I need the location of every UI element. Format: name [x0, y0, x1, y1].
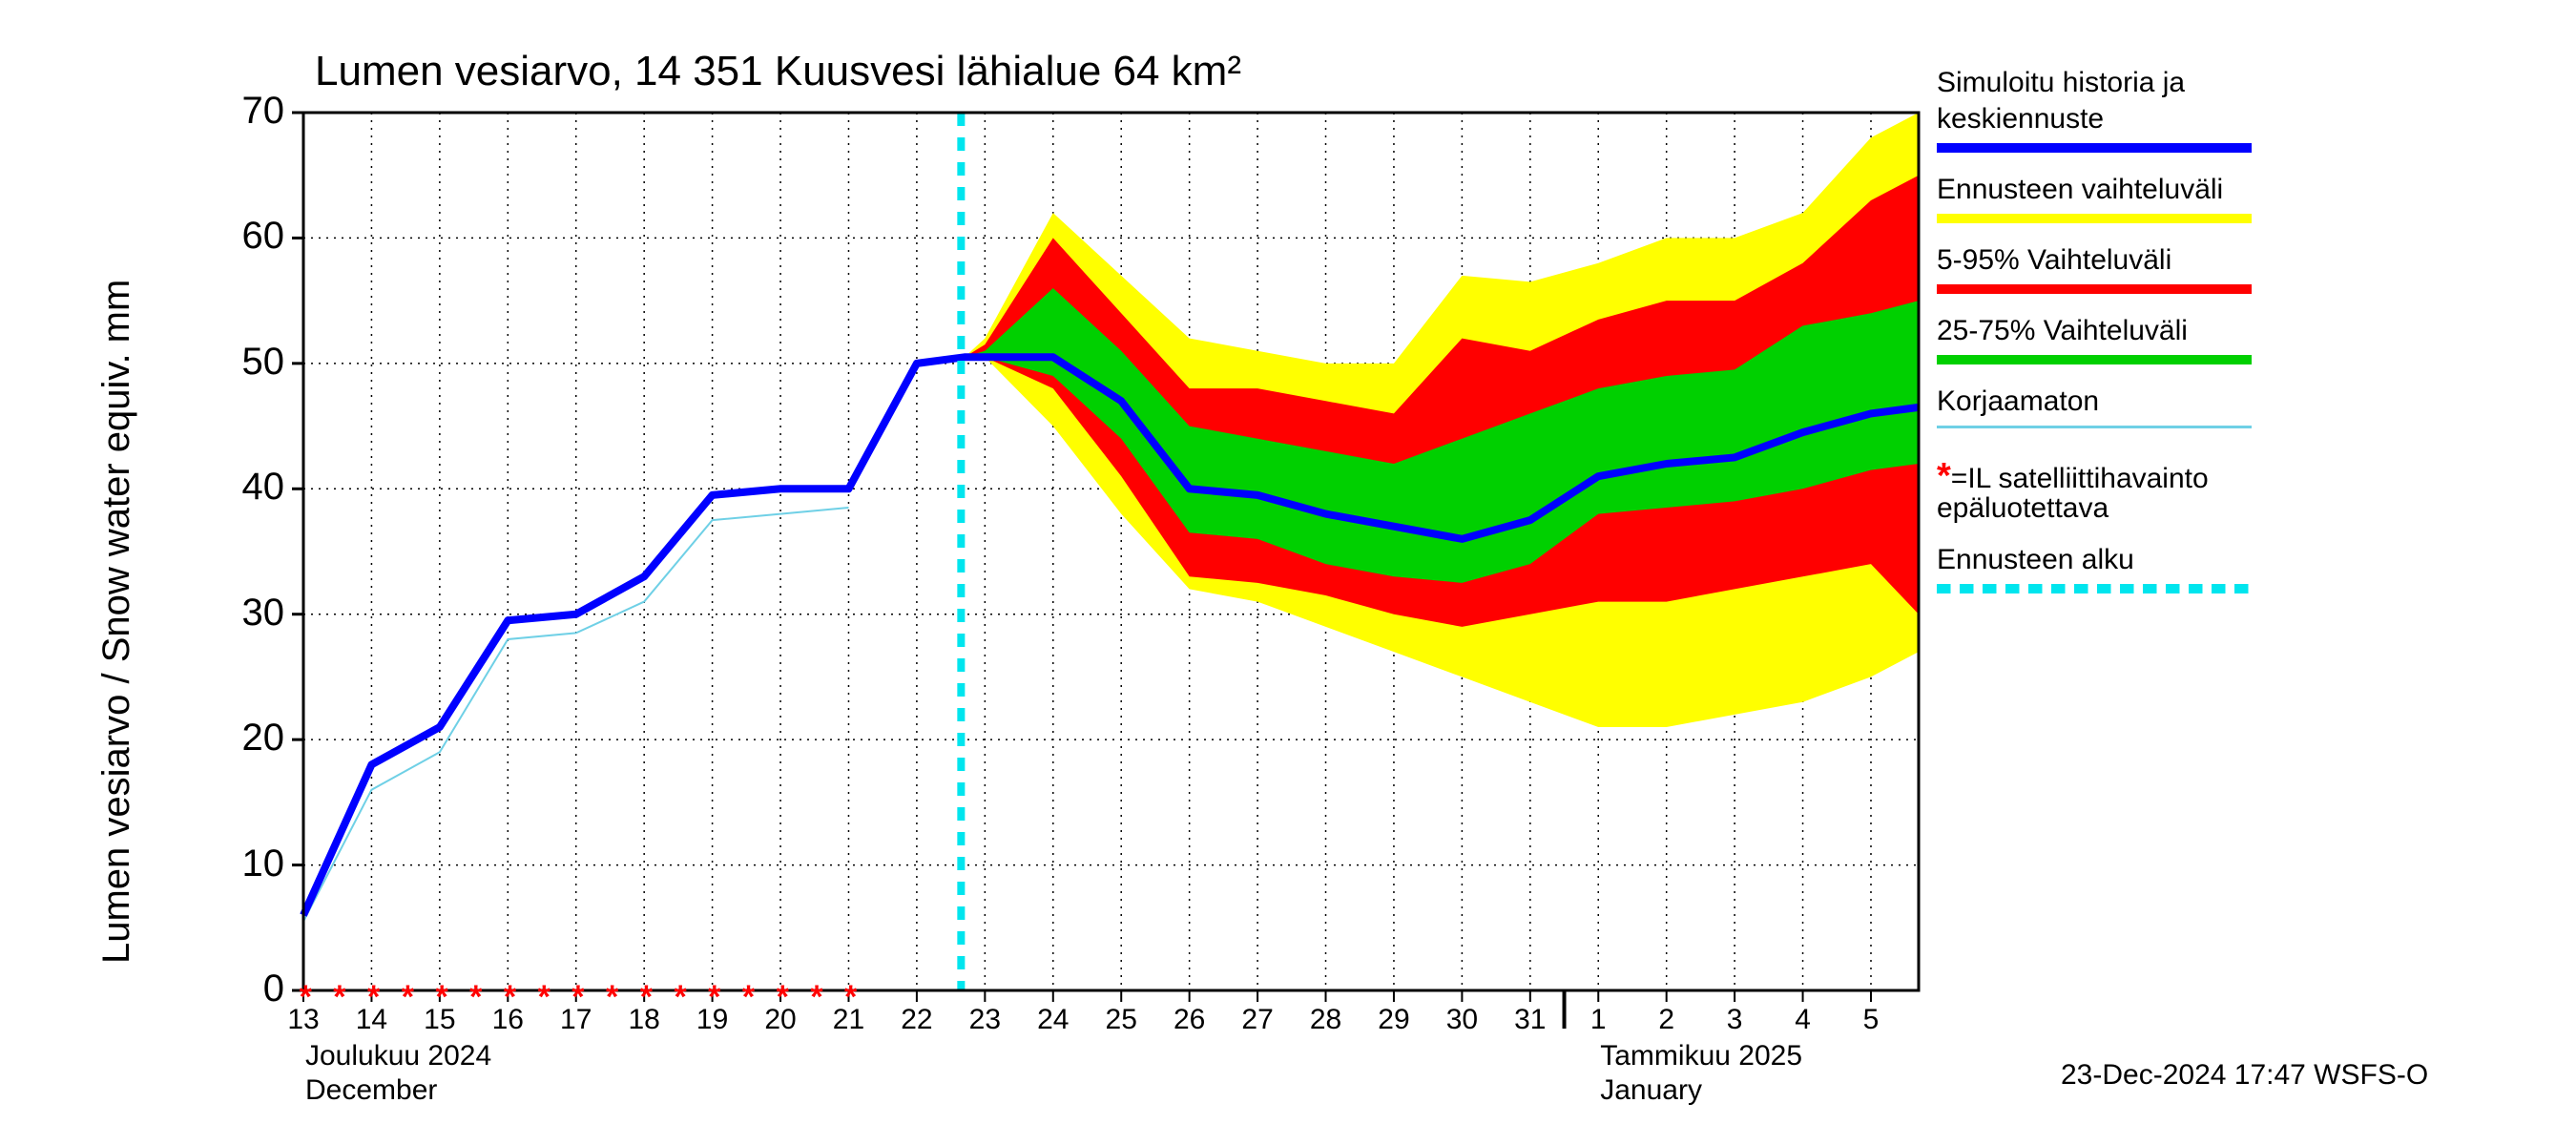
x-tick-label: 4 [1775, 1004, 1832, 1036]
legend-label: 5-95% Vaihteluväli [1937, 244, 2171, 277]
chart-figure: Lumen vesiarvo, 14 351 Kuusvesi lähialue… [0, 0, 2576, 1145]
timestamp-label: 23-Dec-2024 17:47 WSFS-O [2061, 1059, 2428, 1092]
satellite-star-icon: * [844, 981, 857, 1013]
y-tick-label: 10 [208, 843, 284, 885]
legend-label: Ennusteen vaihteluväli [1937, 174, 2223, 206]
satellite-star-icon: * [538, 981, 551, 1013]
x-tick-label: 27 [1229, 1004, 1286, 1036]
legend-label: 25-75% Vaihteluväli [1937, 315, 2188, 347]
satellite-star-icon: * [469, 981, 482, 1013]
x-tick-label: 25 [1092, 1004, 1150, 1036]
satellite-star-icon: * [504, 981, 516, 1013]
x-tick-label: 29 [1365, 1004, 1423, 1036]
satellite-star-icon: * [777, 981, 789, 1013]
legend-swatch [1937, 284, 2252, 294]
x-tick-label: 22 [888, 1004, 945, 1036]
legend-label: *=IL satelliittihavainto [1937, 456, 2209, 497]
y-tick-label: 20 [208, 717, 284, 760]
satellite-star-icon: * [606, 981, 618, 1013]
x-tick-label: 3 [1706, 1004, 1763, 1036]
satellite-star-icon: * [300, 981, 312, 1013]
month-label-line1: Joulukuu 2024 [305, 1040, 491, 1072]
legend-swatch [1937, 214, 2252, 223]
x-tick-label: 23 [956, 1004, 1013, 1036]
y-tick-label: 60 [208, 215, 284, 258]
legend-label: Korjaamaton [1937, 385, 2099, 418]
legend-swatch [1937, 584, 2252, 593]
y-tick-label: 0 [208, 968, 284, 1010]
month-label-line2: January [1600, 1074, 1702, 1107]
x-tick-label: 1 [1569, 1004, 1627, 1036]
legend-swatch [1937, 355, 2252, 364]
satellite-star-icon: * [810, 981, 822, 1013]
satellite-star-icon: * [402, 981, 414, 1013]
satellite-star-icon: * [640, 981, 653, 1013]
month-label-line2: December [305, 1074, 437, 1107]
x-tick-label: 5 [1842, 1004, 1900, 1036]
plot-svg [0, 0, 2576, 1145]
satellite-star-icon: * [742, 981, 755, 1013]
x-tick-label: 28 [1298, 1004, 1355, 1036]
x-tick-label: 24 [1025, 1004, 1082, 1036]
x-tick-label: 2 [1638, 1004, 1695, 1036]
legend-label: keskiennuste [1937, 103, 2104, 135]
satellite-star-icon: * [333, 981, 345, 1013]
satellite-star-icon: * [708, 981, 720, 1013]
legend-swatch [1937, 143, 2252, 153]
satellite-star-icon: * [571, 981, 584, 1013]
satellite-star-icon: * [674, 981, 686, 1013]
legend-label: epäluotettava [1937, 492, 2109, 525]
month-label-line1: Tammikuu 2025 [1600, 1040, 1802, 1072]
legend-label: Simuloitu historia ja [1937, 67, 2185, 99]
legend-label: Ennusteen alku [1937, 544, 2134, 576]
y-tick-label: 40 [208, 466, 284, 509]
legend-swatch [1937, 426, 2252, 428]
x-tick-label: 30 [1433, 1004, 1490, 1036]
satellite-star-icon: * [367, 981, 380, 1013]
y-tick-label: 70 [208, 90, 284, 133]
x-tick-label: 31 [1502, 1004, 1559, 1036]
y-tick-label: 30 [208, 592, 284, 635]
satellite-star-icon: * [435, 981, 447, 1013]
y-tick-label: 50 [208, 341, 284, 384]
x-tick-label: 26 [1161, 1004, 1218, 1036]
